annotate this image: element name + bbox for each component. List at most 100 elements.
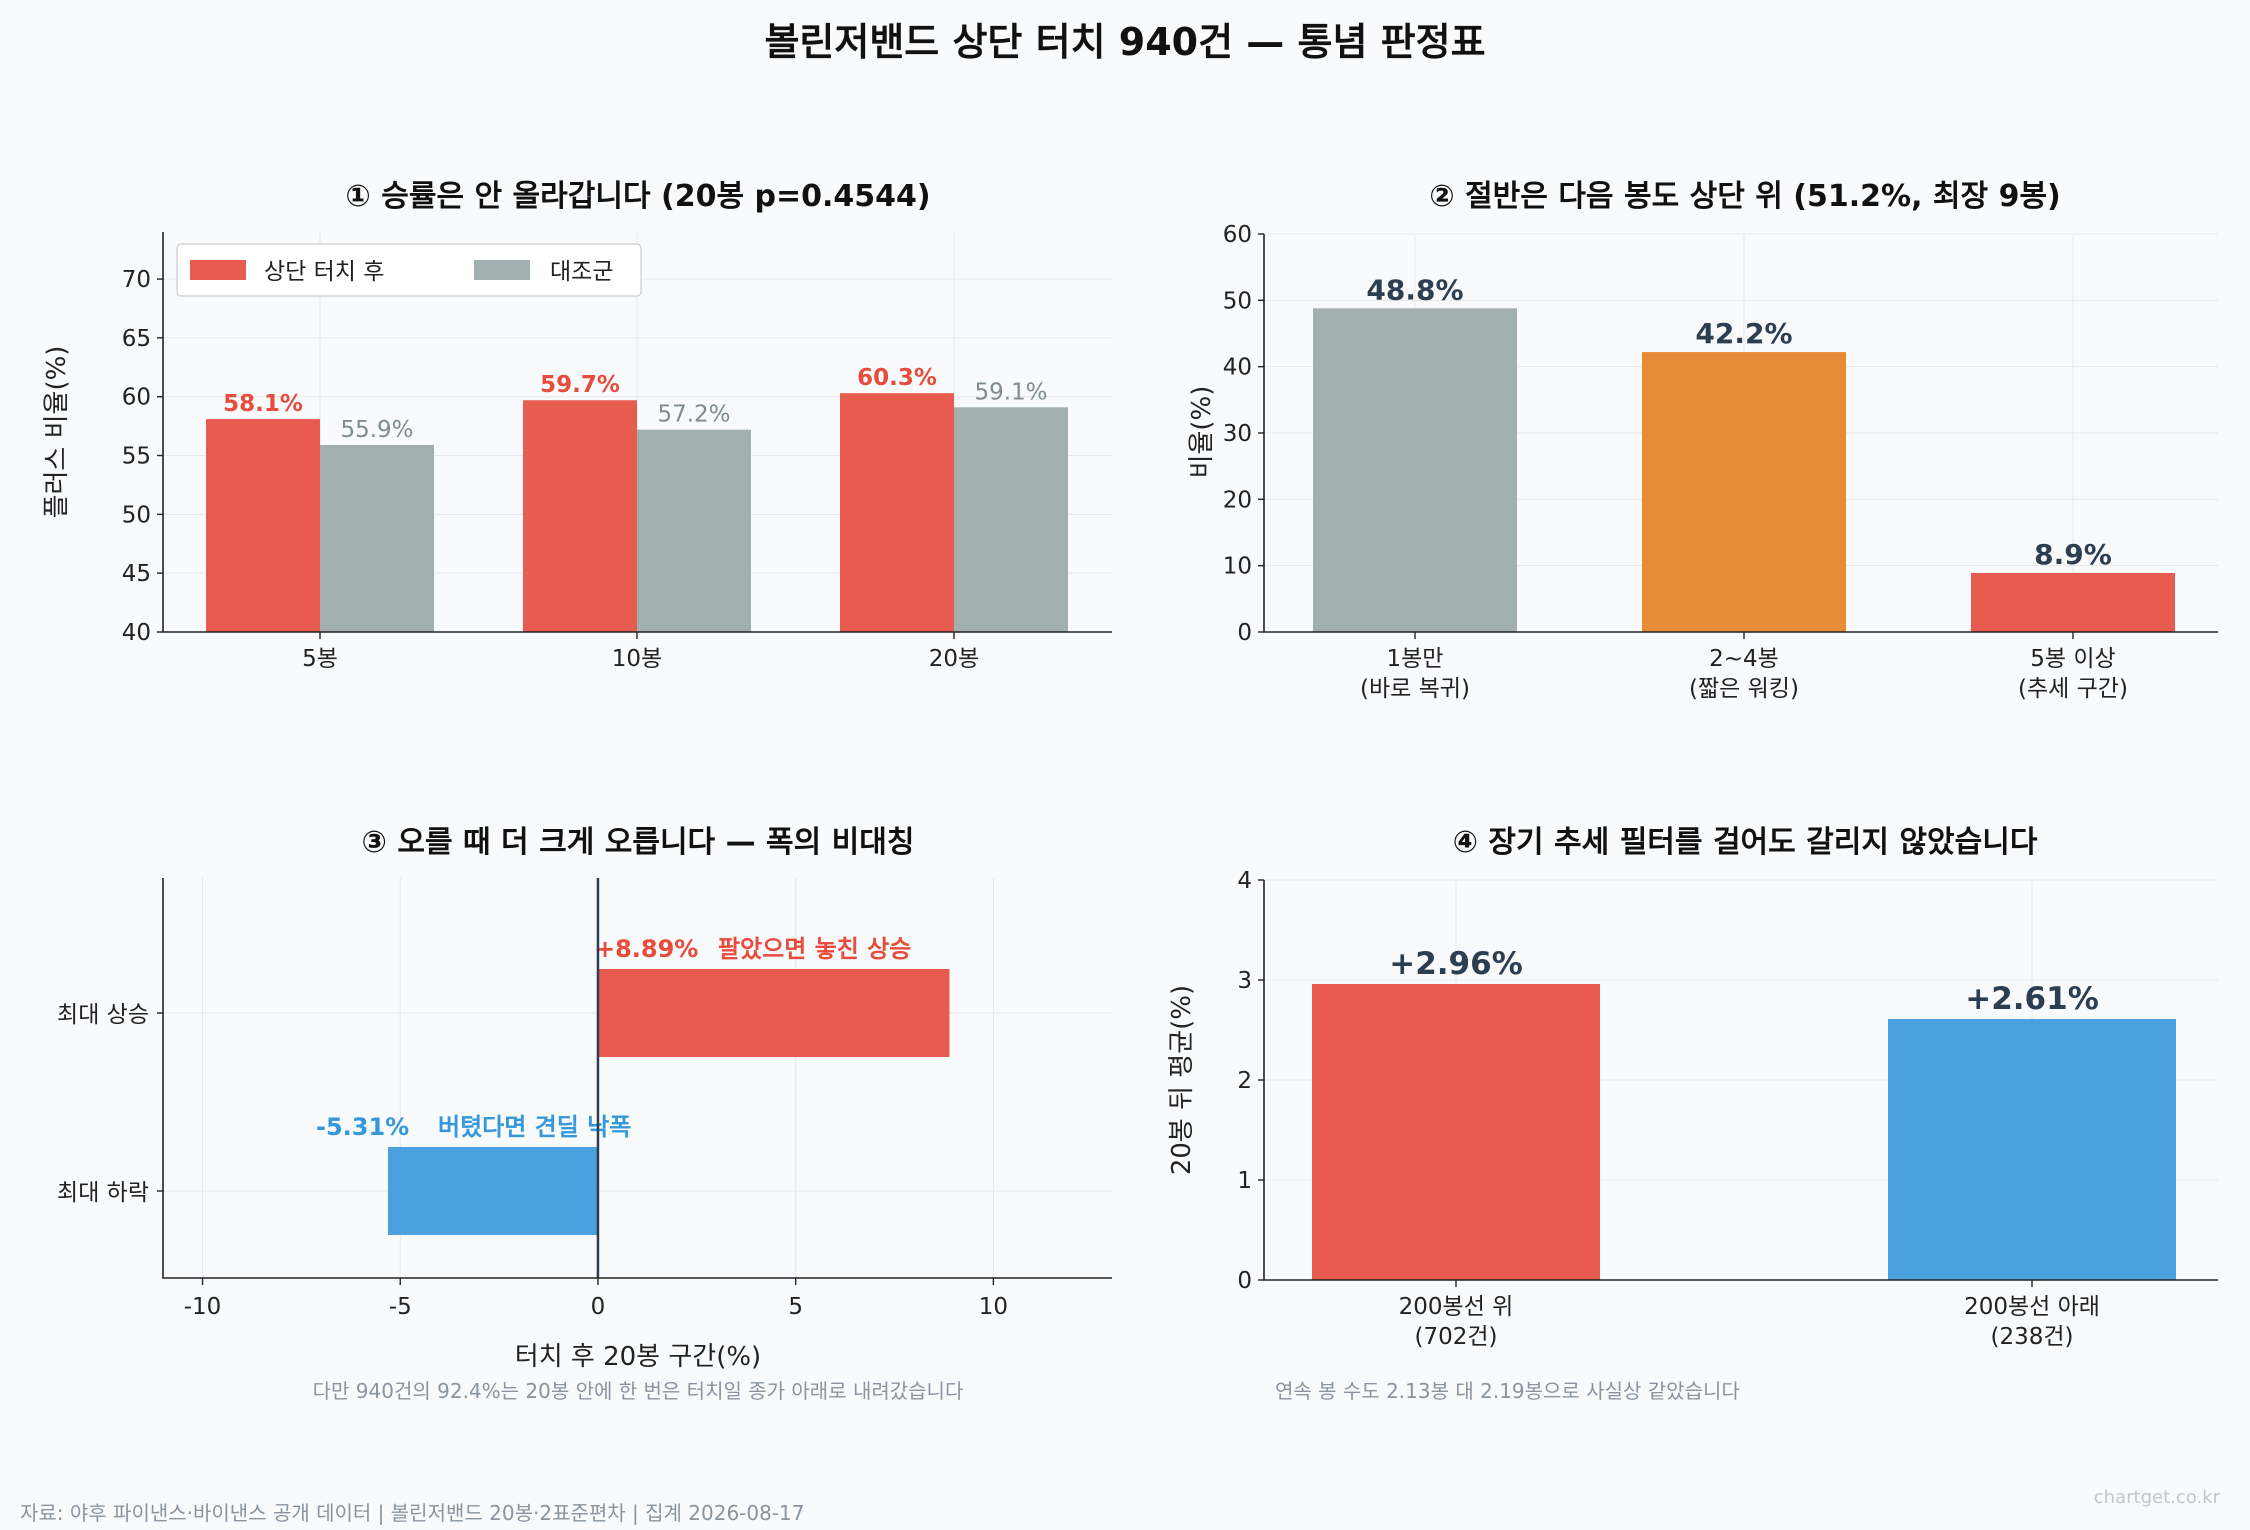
bar-max-gain xyxy=(597,969,950,1057)
bar-touch xyxy=(206,419,320,632)
figure-title: 볼린저밴드 상단 터치 940건 — 통념 판정표 xyxy=(764,20,1485,64)
y-tick-label: 최대 상승 xyxy=(57,1002,149,1028)
bar-annotation: 버텼다면 견딜 낙폭 xyxy=(438,1113,631,1141)
bar-value-label: 60.3% xyxy=(857,365,937,391)
y-tick-label: 10 xyxy=(1223,554,1252,580)
chart-title: ② 절반은 다음 봉도 상단 위 (51.2%, 최장 9봉) xyxy=(1429,179,2061,214)
bar-value-label: +2.61% xyxy=(1965,981,2099,1017)
x-tick-label-line: 200봉선 아래 xyxy=(1964,1294,2100,1320)
y-tick-label: 60 xyxy=(1223,222,1252,248)
bar-value-label: +2.96% xyxy=(1389,946,1523,982)
bar-value-label: 8.9% xyxy=(2034,538,2112,571)
y-tick-label: 40 xyxy=(1223,355,1252,381)
bar-control xyxy=(320,444,434,632)
legend-swatch-control xyxy=(474,260,530,280)
bar xyxy=(1313,308,1517,632)
y-axis-label: 비율(%) xyxy=(1187,386,1217,479)
bar-touch xyxy=(523,400,637,632)
x-tick-label: 0 xyxy=(591,1294,606,1320)
x-tick-label: 20봉 xyxy=(929,646,979,672)
axes-spine xyxy=(162,232,1112,633)
chart-band-walk: 0 10 20 30 40 50 60 48.8% 42.2% 8.9% 1봉만 (바로 복귀) 2~4… xyxy=(1187,179,2218,702)
y-tick-label: 30 xyxy=(1223,421,1252,447)
y-tick-label: 40 xyxy=(122,620,151,646)
x-tick-label-line: 200봉선 위 xyxy=(1399,1294,1514,1320)
x-tick-label: -10 xyxy=(184,1294,222,1320)
x-axis-label: 터치 후 20봉 구간(%) xyxy=(515,1342,761,1372)
bar xyxy=(1312,984,1600,1280)
y-tick-label: 50 xyxy=(1223,288,1252,314)
x-tick-label: 5봉 이상 (추세 구간) xyxy=(2018,646,2128,702)
y-tick-label: 50 xyxy=(122,502,151,528)
y-tick-label: 65 xyxy=(122,326,151,352)
y-tick-label: 60 xyxy=(122,385,151,411)
x-tick-label-line: (702건) xyxy=(1414,1324,1497,1350)
legend-label-control: 대조군 xyxy=(550,259,613,285)
chart-title: ③ 오를 때 더 크게 오릅니다 — 폭의 비대칭 xyxy=(362,825,915,860)
y-axis-label: 플러스 비율(%) xyxy=(42,346,72,519)
y-tick-label: 70 xyxy=(122,267,151,293)
chart-win-rate: 40 45 50 55 60 65 70 58.1% 59.7% 60.3% 55.9% 57.2% 5… xyxy=(42,179,1112,672)
x-tick-label-line: (238건) xyxy=(1990,1324,2073,1350)
bar-touch xyxy=(840,393,954,632)
bar-value-label: 57.2% xyxy=(657,402,730,428)
bar xyxy=(1888,1019,2176,1280)
bar-value-label: 48.8% xyxy=(1366,273,1463,306)
y-tick-label: 1 xyxy=(1237,1168,1252,1194)
axes-spine xyxy=(162,878,1112,1279)
bar-value-label: -5.31% xyxy=(316,1113,409,1141)
x-tick-label: 5 xyxy=(788,1294,803,1320)
bar-control xyxy=(954,407,1068,632)
chart-trend-filter: 0 1 2 3 4 +2.96% +2.61% 200봉선 위 (702건) 200봉선 아래 (2… xyxy=(1167,825,2218,1403)
y-tick-label: 0 xyxy=(1237,1268,1252,1294)
chart-note: 연속 봉 수도 2.13봉 대 2.19봉으로 사실상 같았습니다 xyxy=(1275,1379,1740,1403)
bar-annotation: 팔았으면 놓친 상승 xyxy=(718,935,911,963)
x-tick-label: 10 xyxy=(979,1294,1008,1320)
x-tick-label-line: (짧은 워킹) xyxy=(1689,676,1799,702)
x-tick-label-line: (바로 복귀) xyxy=(1360,676,1470,702)
y-tick-label: 0 xyxy=(1237,620,1252,646)
x-tick-label: -5 xyxy=(389,1294,412,1320)
legend: 상단 터치 후 대조군 xyxy=(176,243,642,297)
x-tick-label: 200봉선 위 (702건) xyxy=(1399,1294,1514,1350)
x-tick-label-line: (추세 구간) xyxy=(2018,676,2128,702)
bar-value-label: 59.1% xyxy=(974,379,1047,405)
source-footer: 자료: 야후 파이낸스·바이낸스 공개 데이터 | 볼린저밴드 20봉·2표준편… xyxy=(20,1501,805,1525)
bar xyxy=(1971,572,2175,632)
bar-value-label: 59.7% xyxy=(540,372,620,398)
x-tick-label-line: 2~4봉 xyxy=(1709,646,1779,672)
y-axis-label: 20봉 뒤 평균(%) xyxy=(1167,985,1197,1175)
bar xyxy=(1642,352,1846,632)
bar-value-label: 58.1% xyxy=(223,391,303,417)
y-tick-label: 55 xyxy=(122,444,151,470)
y-tick-label: 2 xyxy=(1237,1068,1252,1094)
x-tick-label-line: 1봉만 xyxy=(1387,646,1444,672)
legend-label-touch: 상단 터치 후 xyxy=(264,259,384,285)
chart-title: ④ 장기 추세 필터를 걸어도 갈리지 않았습니다 xyxy=(1453,825,2038,860)
legend-swatch-touch xyxy=(190,260,246,280)
x-tick-label: 2~4봉 (짧은 워킹) xyxy=(1689,646,1799,702)
y-tick-label: 최대 하락 xyxy=(57,1180,149,1206)
bar-max-drawdown xyxy=(387,1147,598,1235)
x-tick-label: 1봉만 (바로 복귀) xyxy=(1360,646,1470,702)
brand-watermark: chartget.co.kr xyxy=(2094,1487,2221,1508)
y-tick-label: 3 xyxy=(1237,968,1252,994)
axes-spine xyxy=(1263,880,2218,1281)
x-tick-label: 5봉 xyxy=(302,646,338,672)
x-tick-label-line: 5봉 이상 xyxy=(2030,646,2115,672)
bar-value-label: +8.89% xyxy=(595,935,698,963)
legend-box xyxy=(176,243,642,297)
y-tick-label: 45 xyxy=(122,561,151,587)
bar-control xyxy=(637,429,751,632)
chart-note: 다만 940건의 92.4%는 20봉 안에 한 번은 터치일 종가 아래로 내… xyxy=(313,1379,964,1403)
bar-value-label: 42.2% xyxy=(1695,317,1792,350)
x-tick-label: 200봉선 아래 (238건) xyxy=(1964,1294,2100,1350)
y-tick-label: 4 xyxy=(1237,868,1252,894)
bar-value-label: 55.9% xyxy=(340,417,413,443)
x-tick-label: 10봉 xyxy=(612,646,662,672)
y-tick-label: 20 xyxy=(1223,487,1252,513)
chart-title: ① 승률은 안 올라갑니다 (20봉 p=0.4544) xyxy=(345,179,930,214)
axes-spine xyxy=(1263,234,2218,633)
